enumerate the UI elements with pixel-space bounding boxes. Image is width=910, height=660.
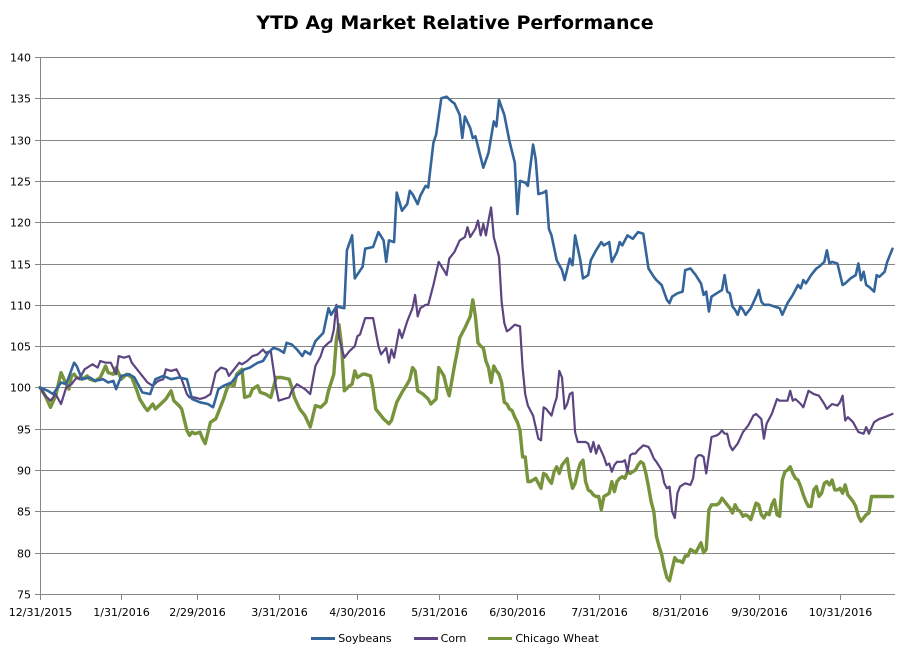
axes — [35, 57, 895, 600]
x-tick-label: 9/30/2016 — [731, 606, 787, 619]
chart-title: YTD Ag Market Relative Performance — [256, 12, 654, 34]
legend-item-corn: Corn — [413, 632, 467, 645]
x-tick-label: 2/29/2016 — [169, 606, 225, 619]
y-tick-label: 115 — [10, 259, 31, 272]
series-line-chicago-wheat — [38, 298, 895, 583]
x-tick-label: 8/31/2016 — [652, 606, 708, 619]
series-lines — [38, 95, 895, 583]
x-tick-label: 12/31/2015 — [9, 606, 72, 619]
legend-swatch-soybeans — [311, 637, 336, 640]
y-tick-label: 85 — [17, 506, 31, 519]
x-tick-label: 3/31/2016 — [251, 606, 307, 619]
y-tick-label: 125 — [10, 176, 31, 189]
y-tick-label: 90 — [17, 465, 31, 478]
legend-label-corn: Corn — [440, 632, 467, 645]
y-tick-label: 110 — [10, 300, 31, 313]
y-tick-label: 105 — [10, 341, 31, 354]
gridlines — [40, 57, 895, 554]
y-tick-label: 75 — [17, 589, 31, 602]
x-tick-label: 5/31/2016 — [411, 606, 467, 619]
x-tick-label: 4/30/2016 — [329, 606, 385, 619]
legend-item-chicago-wheat: Chicago Wheat — [488, 632, 599, 645]
legend-item-soybeans: Soybeans — [311, 632, 392, 645]
y-tick-label: 100 — [10, 382, 31, 395]
tick-labels: 75 80 85 90 95 100 105 110 115 120 125 130 135 140 12/… — [9, 52, 872, 620]
x-tick-label: 1/31/2016 — [93, 606, 149, 619]
y-tick-label: 80 — [17, 548, 31, 561]
x-tick-label: 6/30/2016 — [489, 606, 545, 619]
legend-label-chicago-wheat: Chicago Wheat — [515, 632, 599, 645]
y-tick-label: 140 — [10, 52, 31, 65]
x-tick-label: 7/31/2016 — [571, 606, 627, 619]
legend-swatch-corn — [413, 637, 438, 640]
chart-legend: Soybeans Corn Chicago Wheat — [0, 632, 910, 645]
series-line-corn — [38, 206, 894, 520]
x-tick-label: 10/31/2016 — [809, 606, 872, 619]
y-tick-label: 135 — [10, 93, 31, 106]
y-tick-label: 95 — [17, 424, 31, 437]
y-tick-label: 120 — [10, 217, 31, 230]
y-tick-label: 130 — [10, 135, 31, 148]
legend-label-soybeans: Soybeans — [338, 632, 392, 645]
series-line-soybeans — [38, 95, 894, 409]
legend-swatch-chicago-wheat — [488, 637, 513, 640]
